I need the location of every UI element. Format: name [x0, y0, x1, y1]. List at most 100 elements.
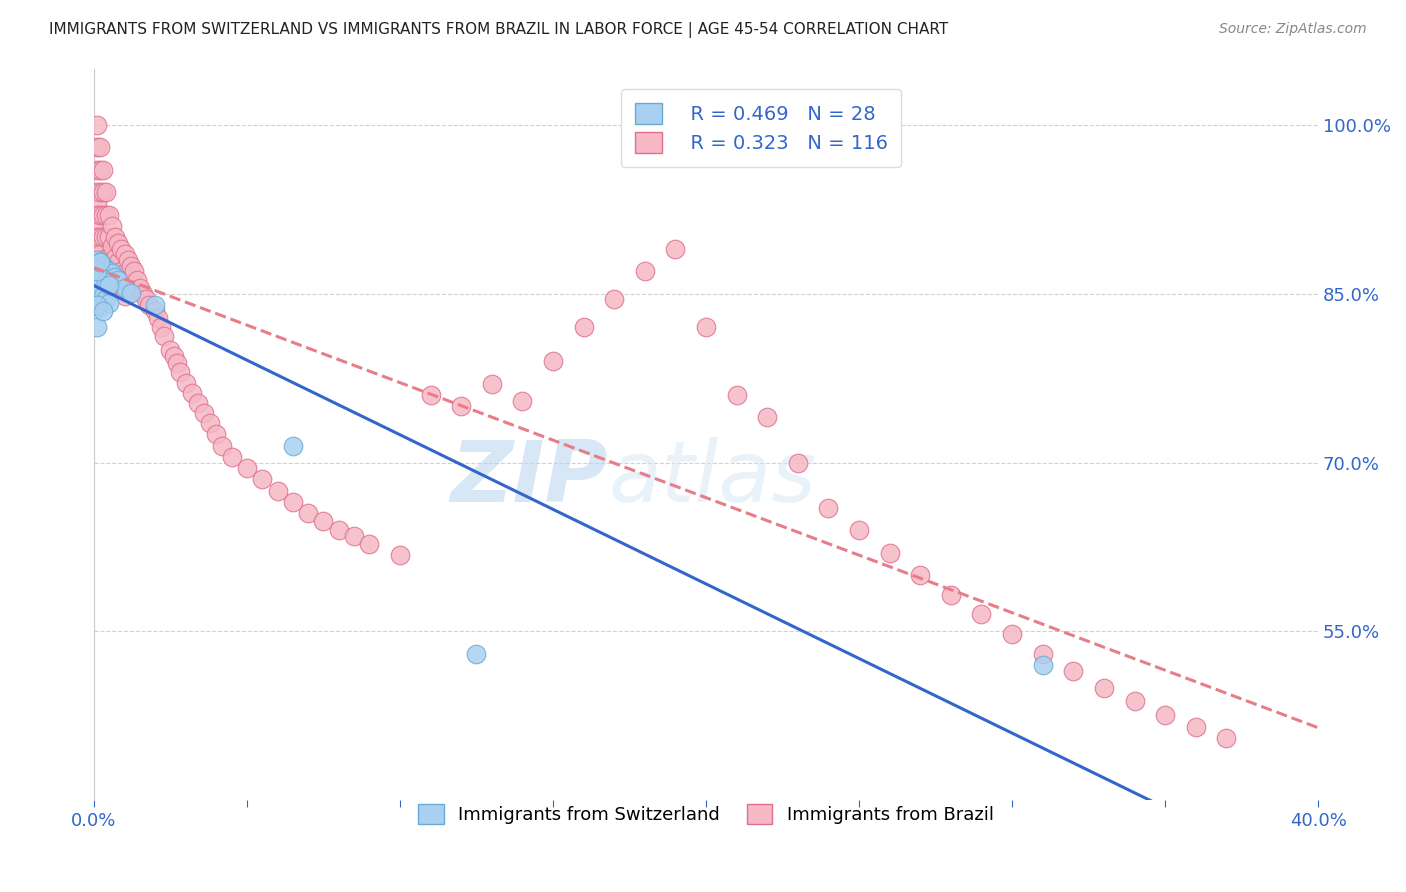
Point: [695, 320, 717, 334]
Point: [89, 208, 111, 222]
Point: [96, 208, 118, 222]
Point: [98, 273, 121, 287]
Point: [572, 320, 595, 334]
Point: [512, 393, 534, 408]
Point: [89, 285, 111, 299]
Point: [138, 298, 160, 312]
Point: [89, 255, 111, 269]
Point: [101, 261, 124, 276]
Point: [153, 329, 176, 343]
Point: [86, 281, 108, 295]
Point: [86, 140, 108, 154]
Point: [98, 295, 121, 310]
Point: [104, 269, 127, 284]
Point: [104, 273, 127, 287]
Point: [205, 427, 228, 442]
Point: [98, 230, 121, 244]
Point: [465, 647, 488, 661]
Point: [135, 293, 157, 307]
Point: [1215, 731, 1237, 746]
Point: [1032, 658, 1054, 673]
Point: [143, 298, 166, 312]
Point: [180, 385, 202, 400]
Point: [86, 230, 108, 244]
Point: [211, 439, 233, 453]
Point: [104, 230, 127, 244]
Point: [91, 252, 114, 267]
Point: [86, 298, 108, 312]
Point: [143, 303, 166, 318]
Point: [634, 264, 657, 278]
Point: [107, 273, 129, 287]
Point: [96, 186, 118, 200]
Point: [162, 349, 184, 363]
Point: [343, 529, 366, 543]
Point: [107, 277, 129, 292]
Point: [541, 354, 564, 368]
Point: [117, 252, 139, 267]
Point: [187, 396, 209, 410]
Point: [174, 376, 197, 390]
Point: [879, 545, 901, 559]
Point: [104, 251, 127, 265]
Point: [252, 472, 274, 486]
Point: [89, 162, 111, 177]
Point: [1032, 647, 1054, 661]
Point: [117, 273, 139, 287]
Point: [98, 251, 121, 265]
Point: [1184, 720, 1206, 734]
Text: atlas: atlas: [609, 437, 815, 520]
Point: [166, 356, 188, 370]
Point: [281, 439, 304, 453]
Point: [114, 266, 136, 280]
Point: [848, 523, 870, 537]
Point: [110, 242, 132, 256]
Point: [86, 252, 108, 267]
Point: [101, 239, 124, 253]
Point: [89, 255, 111, 269]
Point: [312, 514, 335, 528]
Point: [221, 450, 243, 464]
Point: [91, 186, 114, 200]
Point: [101, 266, 124, 280]
Text: IMMIGRANTS FROM SWITZERLAND VS IMMIGRANTS FROM BRAZIL IN LABOR FORCE | AGE 45-54: IMMIGRANTS FROM SWITZERLAND VS IMMIGRANT…: [49, 22, 949, 38]
Point: [114, 281, 136, 295]
Point: [86, 196, 108, 211]
Text: ZIP: ZIP: [450, 437, 609, 520]
Point: [89, 247, 111, 261]
Point: [200, 416, 222, 430]
Point: [1154, 707, 1177, 722]
Point: [89, 140, 111, 154]
Point: [128, 281, 150, 295]
Point: [1092, 681, 1115, 695]
Text: Source: ZipAtlas.com: Source: ZipAtlas.com: [1219, 22, 1367, 37]
Point: [297, 506, 319, 520]
Point: [86, 281, 108, 295]
Point: [96, 261, 118, 276]
Point: [120, 259, 142, 273]
Point: [98, 264, 121, 278]
Point: [817, 500, 839, 515]
Point: [159, 343, 181, 357]
Point: [96, 293, 118, 307]
Point: [91, 230, 114, 244]
Point: [89, 264, 111, 278]
Point: [122, 264, 145, 278]
Point: [939, 588, 962, 602]
Legend: Immigrants from Switzerland, Immigrants from Brazil: Immigrants from Switzerland, Immigrants …: [408, 794, 1004, 835]
Point: [910, 568, 932, 582]
Point: [725, 388, 748, 402]
Point: [603, 293, 626, 307]
Point: [91, 208, 114, 222]
Point: [96, 273, 118, 287]
Point: [86, 118, 108, 132]
Point: [970, 607, 993, 622]
Point: [89, 230, 111, 244]
Point: [86, 186, 108, 200]
Point: [756, 410, 779, 425]
Point: [1123, 694, 1146, 708]
Point: [107, 235, 129, 250]
Point: [281, 495, 304, 509]
Point: [148, 311, 170, 326]
Point: [98, 277, 121, 292]
